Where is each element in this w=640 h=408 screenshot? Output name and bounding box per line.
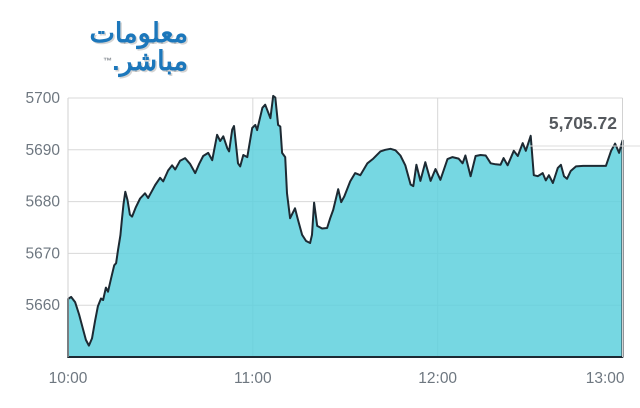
x-tick-12:00: 12:00 [418, 370, 457, 387]
logo-line-1: معلومات [89, 18, 188, 48]
y-tick-5680: 5680 [26, 194, 61, 211]
mubasher-info-logo: معلومات مباشر.™ [70, 18, 188, 76]
x-tick-11:00: 11:00 [234, 370, 272, 387]
plot-borders [67, 98, 623, 357]
trademark-symbol: ™ [103, 55, 113, 66]
y-tick-5700: 5700 [26, 90, 61, 107]
x-tick-13:00: 13:00 [586, 370, 625, 387]
x-tick-10:00: 10:00 [49, 370, 88, 387]
y-tick-5690: 5690 [26, 142, 61, 159]
y-tick-5660: 5660 [26, 297, 61, 314]
last-value-label: 5,705.72 [549, 113, 617, 133]
logo-dot: . [112, 45, 120, 76]
y-axis-labels: 5700 5690 5680 5670 5660 [26, 90, 61, 314]
x-axis-labels: 10:00 11:00 12:00 13:00 [49, 370, 625, 387]
logo-line-2: مباشر.™ [103, 45, 188, 76]
y-tick-5670: 5670 [26, 245, 61, 262]
price-area-series [67, 94, 624, 358]
